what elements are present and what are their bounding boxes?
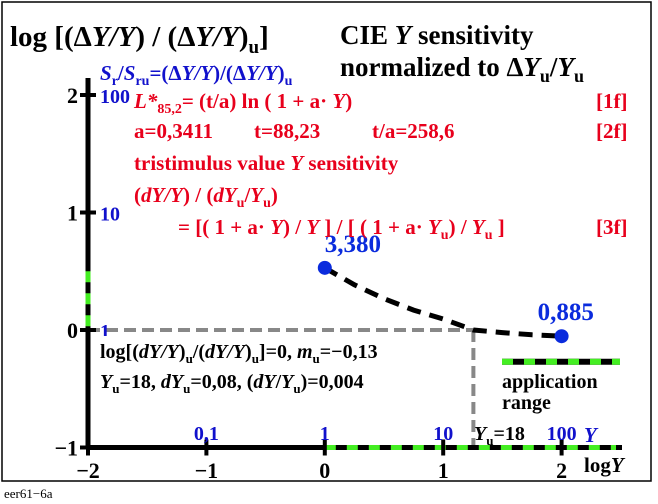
data-point-0 [317,260,332,275]
equation-2-a: a=0,3411 [134,119,213,143]
x-tick-label: 1 [438,458,449,483]
data-point-label: 3,380 [325,231,381,258]
y-axis-label-right: Sr/Sru=(ΔY/Y)/(ΔY/Y)u [100,61,293,89]
x-tick-label: −2 [76,458,100,483]
data-points: 3,380 0,885 [317,231,594,344]
x-top-tick-label: 100 [547,423,577,445]
y-tick-label: 2 [67,83,78,108]
chart-title-line2: normalized to ΔYu/Yu [340,52,584,86]
y-tick-label-right: 1 [100,321,110,343]
equation-1-tag: [1f] [596,89,627,113]
chart-title-line1: CIE Y sensitivity [340,20,534,50]
y-tick-label: 1 [67,201,78,226]
x-tick-label: 2 [556,458,567,483]
notes-background [96,336,448,400]
axes [85,78,622,450]
footer-code: eer61−6a [4,486,53,501]
data-point-label: 0,885 [538,299,594,326]
equation-3-line2: (dY/Y) / (dYu/Yu) [134,183,278,211]
x-top-tick-label: 0,1 [194,423,219,445]
y-axis-label-left: log [(ΔY/Y) / (ΔY/Y)u] [10,21,269,58]
x-tick-label: 0 [319,458,330,483]
x-tick-label: −1 [195,458,219,483]
series-curve [323,265,562,339]
y-tick-label-right: 100 [100,86,130,108]
y-tick-label-right: 10 [100,204,120,226]
equation-2-tag: [2f] [596,119,627,143]
equation-3-line1: tristimulus value Y sensitivity [134,151,399,175]
application-range-label-2: range [502,392,551,414]
x-top-tick-label: 10 [433,423,453,445]
y-tick-label: −1 [54,436,78,461]
y-tick-label: 0 [67,318,78,343]
equation-2-ta: t/a=258,6 [372,119,455,143]
x-top-tick-label: 1 [320,423,330,445]
note-line-1: log[(dY/Y)u/(dY/Y)u]=0, mu=−0,13 [100,341,378,366]
note-line-2: Yu=18, dYu=0,08, (dY/Yu)=0,004 [100,371,364,396]
x-axis-top-label: Y [584,423,599,447]
chart-frame [1,1,652,482]
data-point-1 [554,329,569,344]
equation-1: L*85,2= (t/a) ln ( 1 + a· Y) [133,89,352,117]
yu-marker-label: Yu=18 [474,423,525,448]
x-axis-label: logY [584,453,626,477]
equation-2-t: t=88,23 [254,119,320,143]
data-series [323,265,562,339]
reference-lines [88,328,620,448]
equation-3-tag: [3f] [596,215,627,239]
equation-3-line3: = [( 1 + a· Y) / Y ] / [ ( 1 + a· Yu) / … [178,215,505,243]
application-range-label-1: application [502,371,598,393]
